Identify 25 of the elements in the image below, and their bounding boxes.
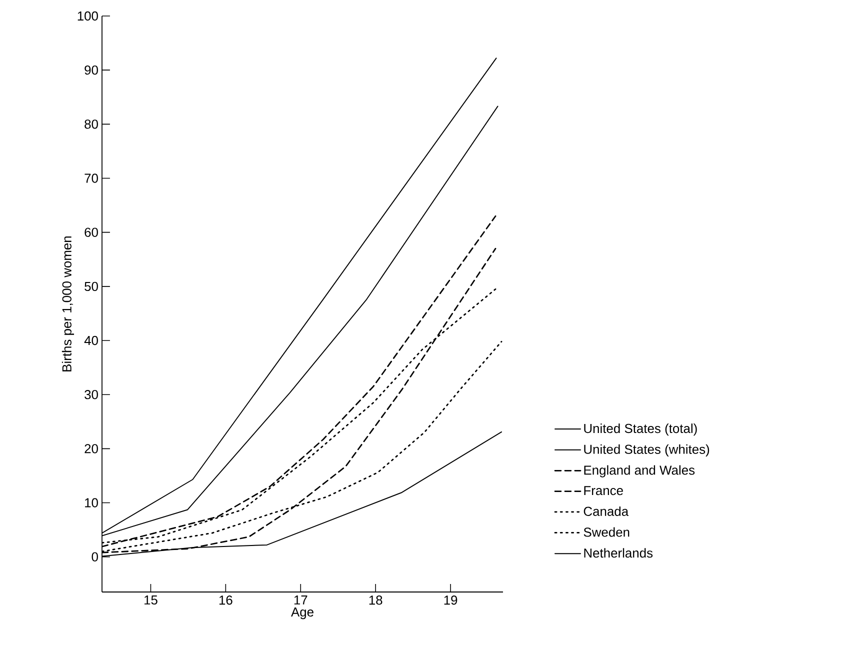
- legend-label: France: [584, 486, 623, 496]
- x-tick-label: 16: [219, 596, 232, 605]
- legend-label: United States (whites): [584, 444, 710, 456]
- y-tick-label: 80: [84, 120, 98, 129]
- y-tick-label: 0: [92, 552, 98, 562]
- y-tick-label: 10: [85, 498, 98, 508]
- y-tick-label: 40: [84, 336, 98, 346]
- legend-label: United States (total): [584, 424, 697, 436]
- legend-label: England and Wales: [584, 465, 695, 478]
- x-tick-label: 19: [444, 596, 458, 605]
- y-tick-label: 70: [84, 174, 98, 183]
- y-tick-label: 50: [84, 282, 98, 291]
- x-axis-title: Age: [291, 608, 314, 620]
- y-tick-label: 30: [84, 390, 98, 400]
- legend-label: Sweden: [584, 527, 630, 537]
- y-tick-label: 20: [84, 444, 98, 454]
- x-tick-label: 17: [294, 596, 308, 604]
- y-axis-title: Births per 1,000 women: [62, 236, 74, 372]
- legend-label: Netherlands: [584, 548, 653, 558]
- y-tick-label: 100: [78, 11, 98, 21]
- y-tick-label: 60: [84, 228, 98, 237]
- legend-label: Canada: [584, 506, 629, 516]
- x-tick-label: 15: [144, 596, 158, 605]
- x-tick-label: 18: [369, 596, 382, 605]
- y-tick-label: 90: [84, 65, 98, 75]
